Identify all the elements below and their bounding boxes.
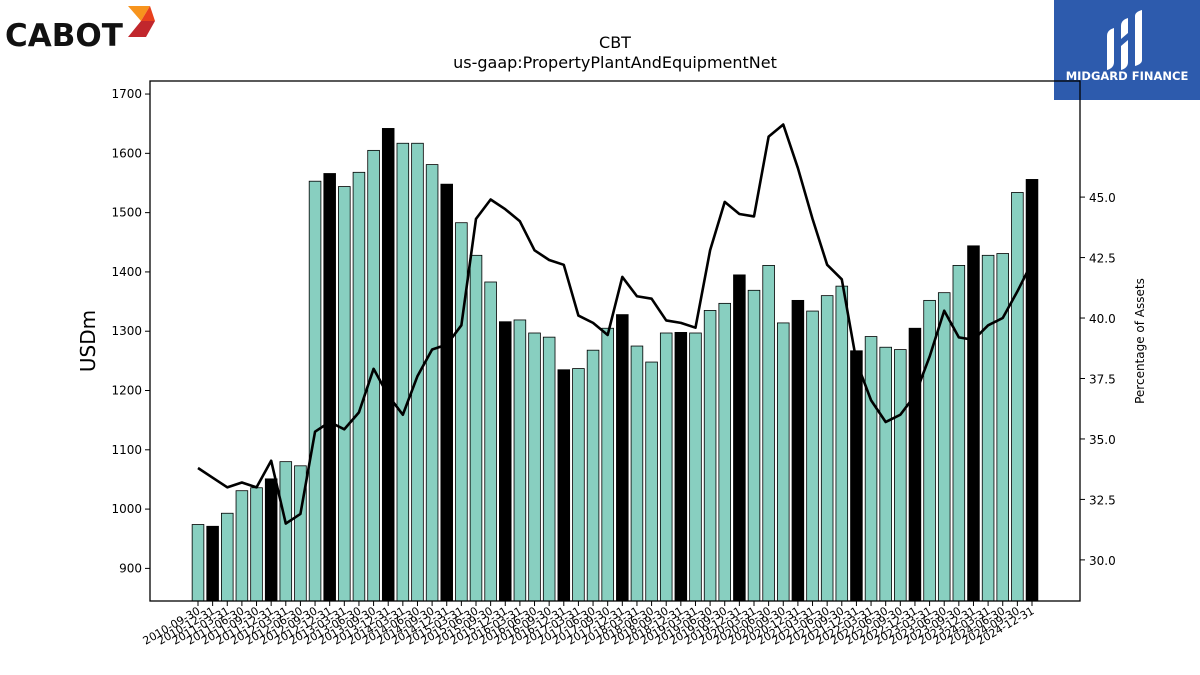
bar-highlight xyxy=(499,321,512,602)
bar xyxy=(542,336,556,602)
bar-highlight xyxy=(323,173,336,602)
bar xyxy=(352,171,366,602)
bar xyxy=(894,349,907,602)
brand-logo-text: CABOT xyxy=(5,18,123,52)
y-axis-label: USDm xyxy=(76,310,100,372)
bar-highlight xyxy=(206,525,219,602)
bar-highlight xyxy=(264,478,278,602)
y-tick-label: 900 xyxy=(119,561,142,575)
bar xyxy=(601,327,614,602)
y-tick-label: 1700 xyxy=(111,87,142,101)
bar xyxy=(338,186,351,602)
y2-tick-label: 42.5 xyxy=(1089,252,1116,266)
bar xyxy=(996,253,1009,602)
y2-tick-label: 32.5 xyxy=(1089,493,1116,507)
bar xyxy=(981,254,995,602)
bar-highlight xyxy=(967,245,980,602)
percentage-line xyxy=(197,123,1034,525)
bar-highlight xyxy=(616,314,629,602)
bar xyxy=(718,302,731,602)
bar xyxy=(469,254,483,602)
bar xyxy=(835,285,849,602)
bar-highlight xyxy=(908,327,922,602)
bar xyxy=(455,222,468,602)
bar xyxy=(484,281,497,602)
bar xyxy=(879,346,892,602)
bar xyxy=(659,332,673,602)
y2-tick-label: 37.5 xyxy=(1089,372,1116,386)
y-tick-label: 1100 xyxy=(111,443,142,457)
y-tick-label: 1600 xyxy=(111,146,142,160)
bar-highlight xyxy=(381,128,395,602)
y2-axis-label: Percentage of Assets xyxy=(1133,278,1147,404)
plot-frame xyxy=(149,80,1081,602)
y-tick-label: 1000 xyxy=(111,502,142,516)
brand-mark-upper xyxy=(128,6,150,21)
bar xyxy=(191,524,205,602)
bar xyxy=(689,332,702,602)
bar-highlight xyxy=(850,350,863,602)
bar xyxy=(777,322,790,602)
bar-highlight xyxy=(791,299,805,602)
brand-mark-right xyxy=(141,6,155,21)
y2-tick-label: 35.0 xyxy=(1089,433,1116,447)
y2-tick-label: 40.0 xyxy=(1089,312,1116,326)
bar-highlight xyxy=(733,274,746,602)
bar xyxy=(586,349,600,602)
brand-mark-lower xyxy=(128,21,155,37)
bar xyxy=(425,164,439,602)
bar xyxy=(952,264,966,602)
bar-highlight xyxy=(557,369,571,602)
bar xyxy=(572,368,585,602)
bar xyxy=(250,487,263,602)
bar xyxy=(528,332,541,602)
bar xyxy=(513,319,527,602)
chart-title: CBT xyxy=(599,33,631,52)
bar xyxy=(762,264,775,602)
bar xyxy=(820,295,834,602)
partner-logo-text: MIDGARD FINANCE xyxy=(1066,69,1189,83)
bar-highlight xyxy=(440,183,453,602)
bar xyxy=(645,361,658,602)
y2-tick-label: 30.0 xyxy=(1089,554,1116,568)
bar xyxy=(937,292,951,602)
bar xyxy=(630,345,644,602)
bar xyxy=(411,142,424,602)
bar-highlight xyxy=(1025,179,1039,602)
chart-subtitle: us-gaap:PropertyPlantAndEquipmentNet xyxy=(453,53,777,72)
bar xyxy=(308,180,322,602)
y-tick-label: 1500 xyxy=(111,206,142,220)
bar xyxy=(279,461,293,602)
bar xyxy=(396,142,410,602)
y-tick-label: 1400 xyxy=(111,265,142,279)
bar xyxy=(747,289,761,602)
bar xyxy=(235,490,249,602)
partner-logo: MIDGARD FINANCE xyxy=(1054,0,1200,100)
bar-highlight xyxy=(674,331,688,602)
partner-emblem-icon xyxy=(1107,10,1142,70)
bar xyxy=(703,310,717,602)
bar xyxy=(221,512,234,602)
brand-logo: CABOT xyxy=(5,6,155,52)
bar xyxy=(864,336,878,602)
bar xyxy=(806,310,819,602)
y-tick-label: 1300 xyxy=(111,324,142,338)
y2-tick-label: 45.0 xyxy=(1089,191,1116,205)
bar xyxy=(1011,192,1024,602)
y-tick-label: 1200 xyxy=(111,384,142,398)
